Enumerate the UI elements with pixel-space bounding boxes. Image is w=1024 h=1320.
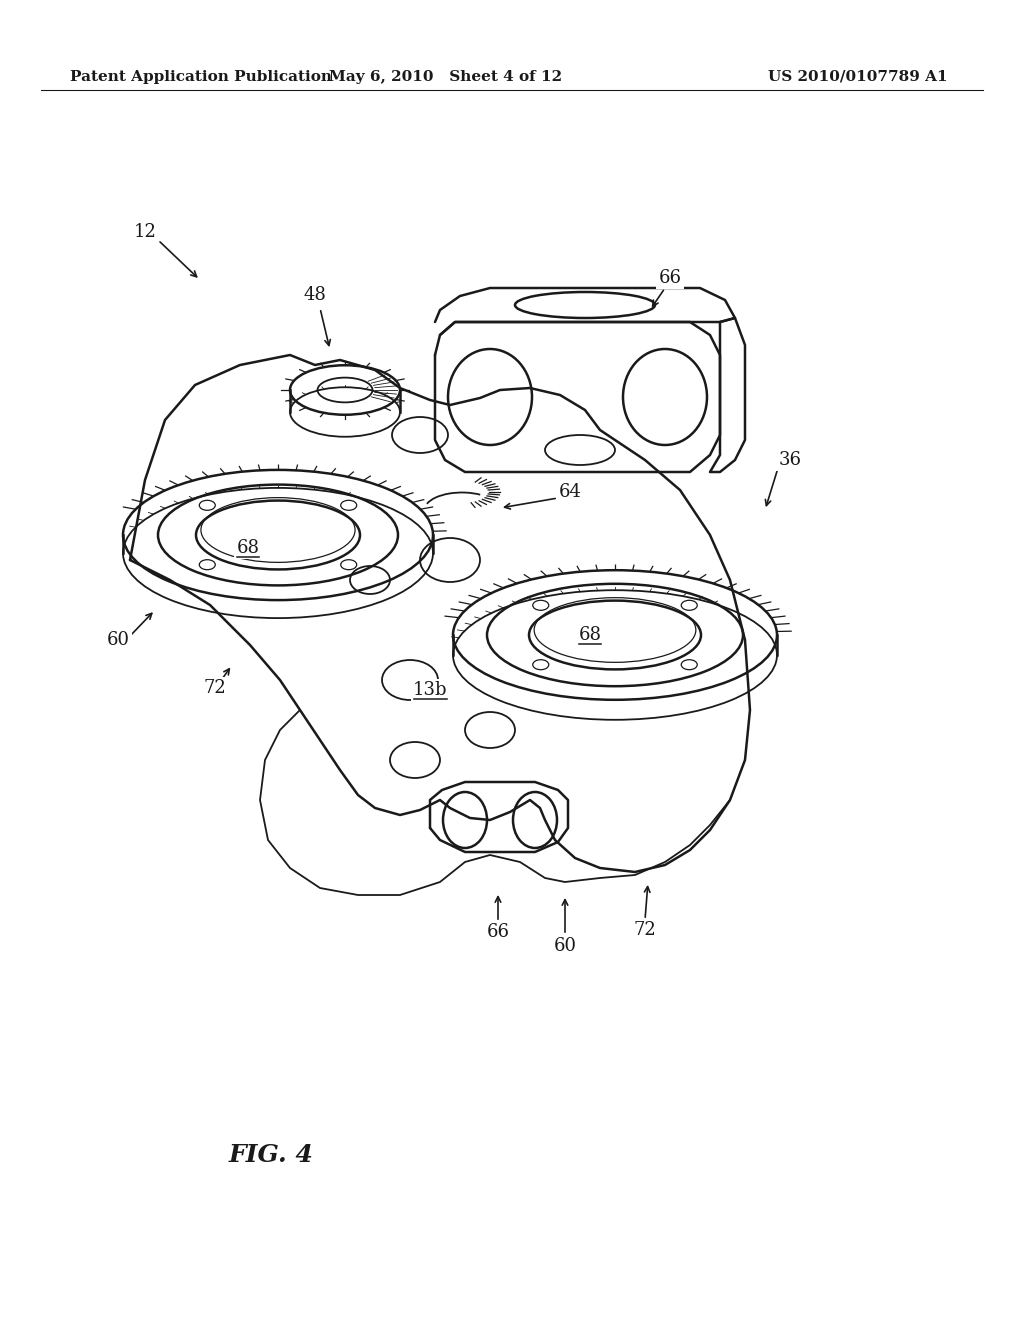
Text: 36: 36 [778, 451, 802, 469]
Text: Patent Application Publication: Patent Application Publication [70, 70, 332, 83]
Text: 72: 72 [204, 678, 226, 697]
Text: FIG. 4: FIG. 4 [229, 1143, 313, 1167]
Text: 60: 60 [554, 937, 577, 954]
Text: US 2010/0107789 A1: US 2010/0107789 A1 [768, 70, 947, 83]
Text: May 6, 2010   Sheet 4 of 12: May 6, 2010 Sheet 4 of 12 [329, 70, 562, 83]
Text: 66: 66 [658, 269, 682, 286]
Text: 68: 68 [237, 539, 259, 557]
Text: 12: 12 [133, 223, 157, 242]
Text: 64: 64 [558, 483, 582, 502]
Text: 60: 60 [106, 631, 129, 649]
Text: 68: 68 [579, 626, 601, 644]
Text: 66: 66 [486, 923, 510, 941]
Text: 13b: 13b [413, 681, 447, 700]
Text: 72: 72 [634, 921, 656, 939]
Text: 48: 48 [303, 286, 327, 304]
